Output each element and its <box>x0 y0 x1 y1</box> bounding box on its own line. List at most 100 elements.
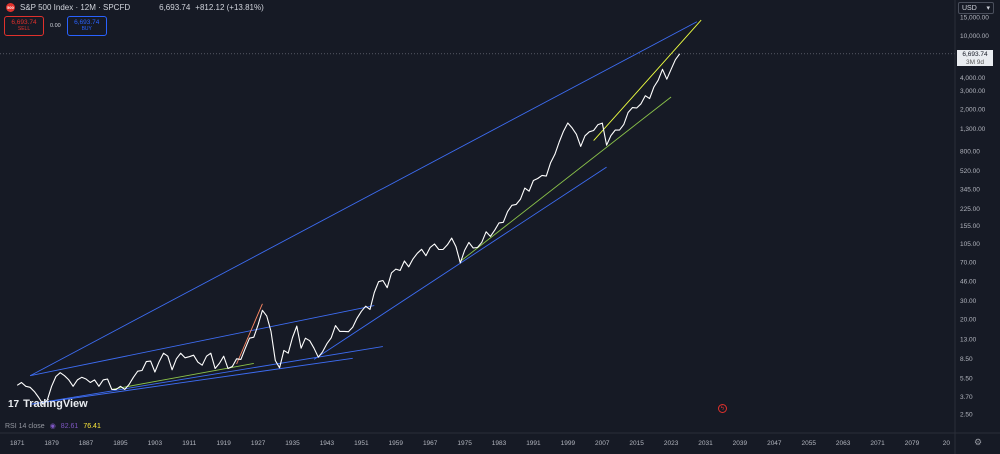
buy-button[interactable]: 6,693.74 BUY <box>66 16 107 36</box>
price-point <box>150 360 151 361</box>
trendline-annotations[interactable] <box>29 19 702 405</box>
price-point <box>442 249 443 250</box>
sell-label: SELL <box>17 26 31 32</box>
x-tick-label: 1927 <box>251 440 266 447</box>
price-point <box>374 292 375 293</box>
gear-icon[interactable]: ⚙ <box>974 437 983 447</box>
price-point <box>202 365 203 366</box>
price-point <box>378 281 379 282</box>
trendline-trend_green[interactable] <box>111 362 254 390</box>
x-tick-label: 2079 <box>905 440 920 447</box>
y-tick-label: 5.50 <box>960 376 973 383</box>
symbol-title[interactable]: S&P 500 Index · 12M · SPCFD <box>20 3 131 12</box>
x-tick-label: 1871 <box>10 440 25 447</box>
x-tick-label: 1975 <box>457 440 472 447</box>
x-tick-label: 2007 <box>595 440 610 447</box>
price-point <box>25 386 26 387</box>
trendline-channel[interactable] <box>30 305 375 377</box>
price-point <box>382 280 383 281</box>
price-point <box>421 249 422 250</box>
y-tick-label: 345.00 <box>960 187 980 194</box>
x-tick-label: 1895 <box>113 440 128 447</box>
price-point <box>602 122 603 123</box>
price-point <box>55 376 56 377</box>
x-tick-label: 1879 <box>44 440 59 447</box>
price-point <box>516 204 517 205</box>
price-point <box>455 246 456 247</box>
price-point <box>550 162 551 163</box>
price-point <box>223 356 224 357</box>
x-tick-label: 2031 <box>698 440 713 447</box>
price-point <box>154 371 155 372</box>
price-point <box>103 379 104 380</box>
price-point <box>494 230 495 231</box>
price-point <box>197 362 198 363</box>
price-point <box>645 95 646 96</box>
price-point <box>675 59 676 60</box>
header-price: 6,693.74 <box>159 3 191 12</box>
price-point <box>498 222 499 223</box>
price-point <box>481 242 482 243</box>
price-point <box>559 141 560 142</box>
price-point <box>73 386 74 387</box>
trendline-channel[interactable] <box>30 357 353 405</box>
y-tick-label: 155.00 <box>960 223 980 230</box>
price-point <box>111 389 112 390</box>
x-tick-label: 2039 <box>733 440 748 447</box>
price-point <box>348 331 349 332</box>
price-point <box>391 272 392 273</box>
trendline-channel[interactable] <box>29 21 698 377</box>
price-point <box>227 368 228 369</box>
brand-name: TradingView <box>23 398 88 410</box>
price-point <box>404 260 405 261</box>
tradingview-logo[interactable]: 17 TradingView <box>8 398 88 410</box>
y-tick-label: 70.00 <box>960 260 977 267</box>
eye-icon[interactable]: ◉ <box>49 423 56 430</box>
price-point <box>430 247 431 248</box>
price-point <box>219 363 220 364</box>
price-point <box>214 368 215 369</box>
price-point <box>275 360 276 361</box>
price-point <box>171 369 172 370</box>
lightning-icon[interactable]: ϟ <box>718 404 727 413</box>
price-point <box>632 107 633 108</box>
trendline-trend_orange[interactable] <box>236 303 263 365</box>
price-point <box>369 309 370 310</box>
y-axis-labels[interactable]: 15,000.0010,000.006,000.004,000.003,000.… <box>960 14 989 418</box>
price-point <box>309 340 310 341</box>
price-point <box>473 247 474 248</box>
price-point <box>447 244 448 245</box>
price-point <box>81 377 82 378</box>
rsi-indicator-legend[interactable]: RSI 14 close ◉ 82.61 76.41 <box>5 422 101 431</box>
price-point <box>262 310 263 311</box>
spread-value: 0.00 <box>50 23 61 29</box>
price-point <box>344 331 345 332</box>
price-point <box>159 361 160 362</box>
trendline-trend_yellow[interactable] <box>593 19 702 141</box>
price-point <box>529 191 530 192</box>
price-point <box>576 134 577 135</box>
price-point <box>584 135 585 136</box>
sell-price: 6,693.74 <box>11 19 37 26</box>
rsi-value-1: 82.61 <box>60 422 79 430</box>
price-point <box>572 127 573 128</box>
trendline-trend_green[interactable] <box>460 96 672 262</box>
price-point <box>520 198 521 199</box>
x-tick-label: 1935 <box>285 440 300 447</box>
x-tick-label: 1943 <box>320 440 335 447</box>
trendline-channel[interactable] <box>30 346 383 405</box>
price-point <box>326 343 327 344</box>
x-axis-labels[interactable]: 1871 1879 1887 1895 1903 1911 1919 1927 1935 1943… <box>10 440 950 447</box>
symbol-logo[interactable]: 500 <box>6 3 15 12</box>
x-tick-label: 2015 <box>629 440 644 447</box>
price-point <box>240 359 241 360</box>
x-tick-label: 1999 <box>561 440 576 447</box>
sell-button[interactable]: 6,693.74 SELL <box>4 16 44 36</box>
price-point <box>146 361 147 362</box>
price-point <box>292 337 293 338</box>
price-point <box>68 379 69 380</box>
price-point <box>636 107 637 108</box>
y-tick-label: 3,000.00 <box>960 88 986 95</box>
currency-select[interactable]: USD ▾ <box>958 2 994 14</box>
